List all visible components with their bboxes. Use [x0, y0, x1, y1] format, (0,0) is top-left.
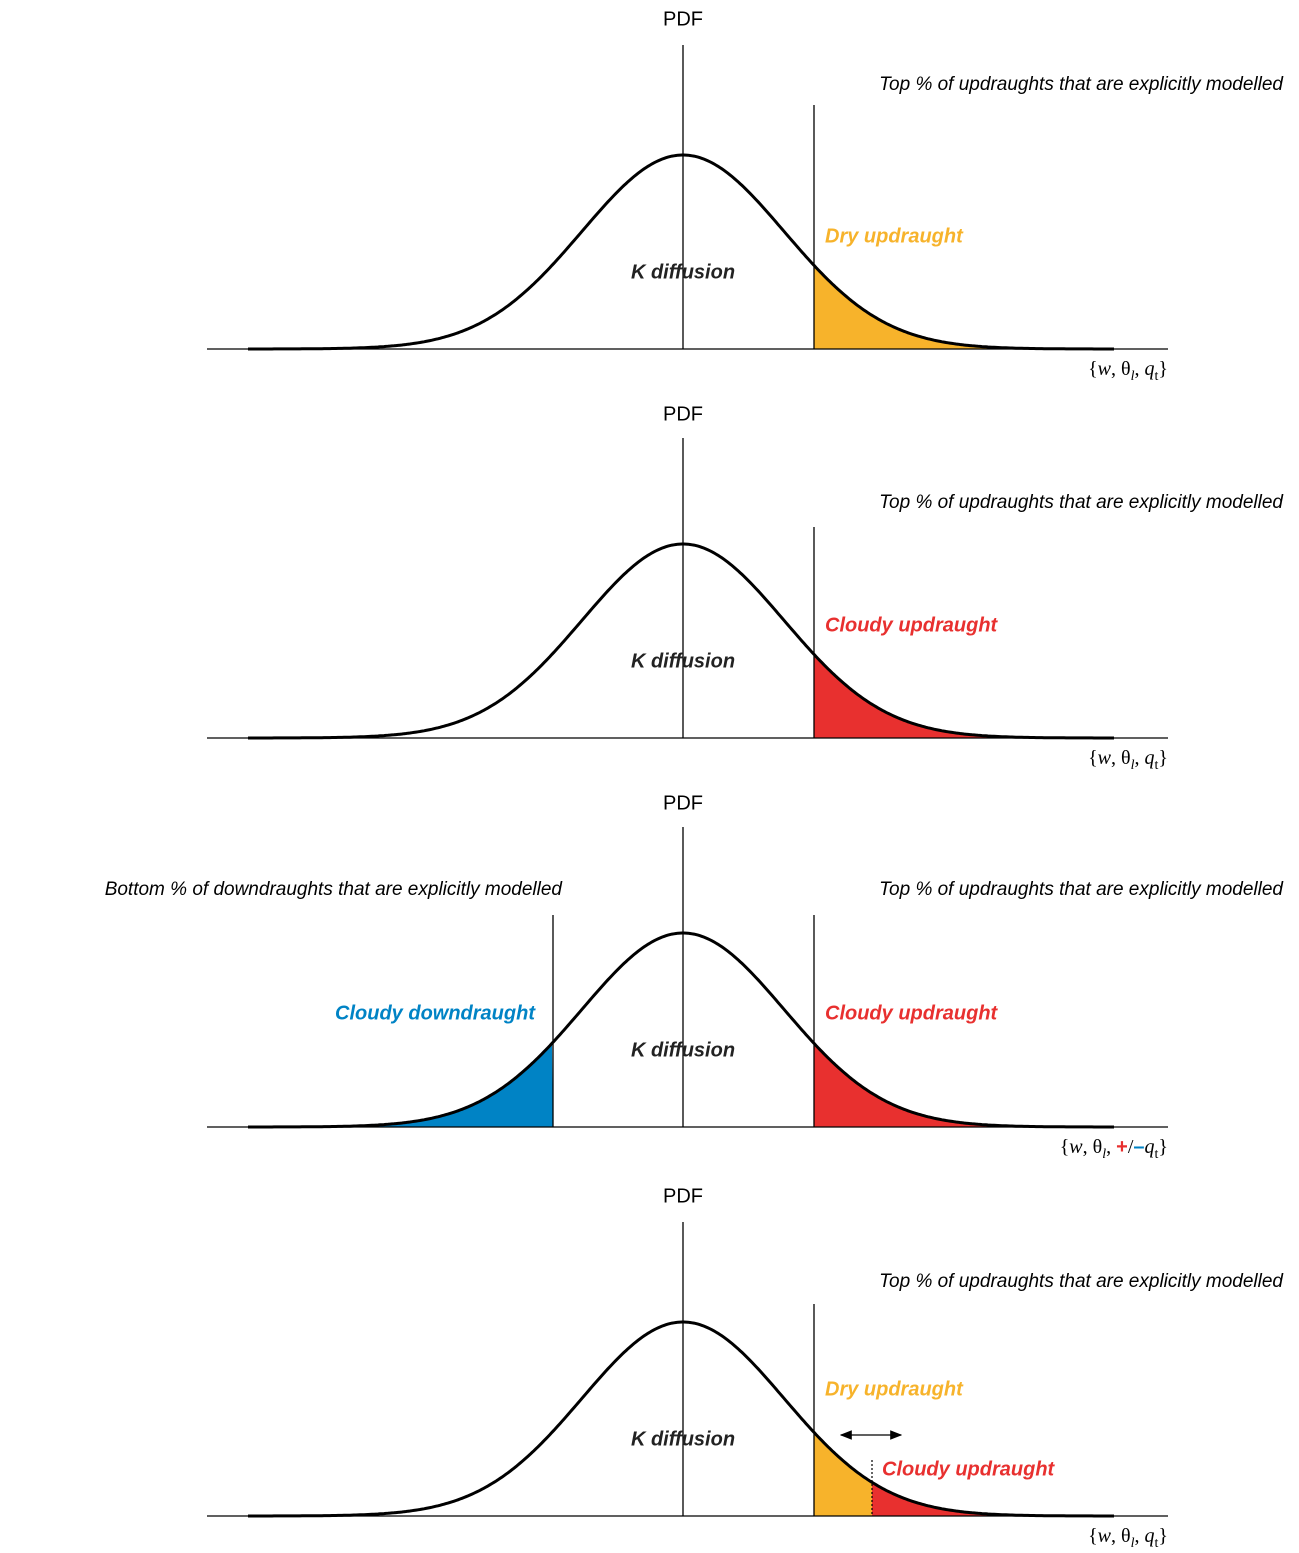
x-label-part: , θ [1111, 358, 1131, 380]
x-label-part: , [1135, 358, 1145, 380]
x-label: {w, θl, +/–qt} [1060, 1136, 1168, 1162]
panel: PDF Bottom % of downdraughts that are exp… [105, 792, 1285, 1162]
region-fill [814, 654, 1115, 738]
x-label-part: w [1069, 1136, 1083, 1158]
annotation: Bottom % of downdraughts that are explic… [105, 879, 564, 900]
x-label-part: { [1088, 747, 1098, 769]
pdf-curve [248, 931, 1114, 1129]
x-label-part: q [1145, 358, 1155, 380]
x-label-part: , θ [1111, 747, 1131, 769]
x-label-part: l [1102, 1147, 1106, 1162]
panel: PDF Top % of updraughts that are explicit… [207, 8, 1284, 384]
y-label: PDF [663, 1185, 703, 1207]
pdf-curve [248, 153, 1114, 351]
annotation: Top % of updraughts that are explicitly … [879, 492, 1284, 513]
x-label-part: , θ [1083, 1136, 1103, 1158]
x-label: {w, θl, qt} [1088, 1525, 1168, 1551]
annotation: Top % of updraughts that are explicitly … [879, 74, 1284, 95]
region-label: Cloudy updraught [882, 1458, 1056, 1480]
x-label-part: q [1145, 1525, 1155, 1547]
region-fill [814, 1043, 1115, 1127]
x-label-part: , [1106, 1136, 1116, 1158]
region-label: Dry updraught [825, 225, 964, 247]
center-label: K diffusion [631, 1428, 735, 1450]
region-label: Dry updraught [825, 1378, 964, 1400]
x-label-part: l [1131, 369, 1135, 384]
x-label-part: t [1155, 1147, 1159, 1162]
region-label: Cloudy updraught [825, 614, 999, 636]
x-label-part: } [1158, 358, 1168, 380]
x-label-part: l [1131, 1536, 1135, 1551]
panel: PDF Top % of updraughts that are explicit… [207, 403, 1284, 773]
x-label-part: w [1098, 747, 1112, 769]
x-label-part: q [1145, 1136, 1155, 1158]
x-label-part: w [1098, 1525, 1112, 1547]
x-label-part: / [1128, 1136, 1134, 1158]
x-label-part: l [1131, 758, 1135, 773]
center-label: K diffusion [631, 650, 735, 672]
annotation: Top % of updraughts that are explicitly … [879, 879, 1284, 900]
x-label-part: } [1158, 1136, 1168, 1158]
x-label-part: } [1158, 1525, 1168, 1547]
x-label-part: t [1155, 369, 1159, 384]
x-label-part: { [1088, 1525, 1098, 1547]
panel: PDF Top % of updraughts that are explicit… [207, 1185, 1284, 1551]
region-label: Cloudy downdraught [335, 1002, 536, 1024]
region-fill [248, 1043, 553, 1127]
pdf-curve [248, 542, 1114, 740]
x-label-part: } [1158, 747, 1168, 769]
y-label: PDF [663, 8, 703, 30]
x-label: {w, θl, qt} [1088, 747, 1168, 773]
x-label-part: q [1145, 747, 1155, 769]
x-label-part: w [1098, 358, 1112, 380]
annotation: Top % of updraughts that are explicitly … [879, 1271, 1284, 1292]
y-label: PDF [663, 403, 703, 425]
x-label-part: , [1135, 747, 1145, 769]
region-fill [814, 265, 1115, 349]
x-label-part: t [1155, 758, 1159, 773]
region-fill [814, 1432, 872, 1516]
center-label: K diffusion [631, 261, 735, 283]
x-label-part: , θ [1111, 1525, 1131, 1547]
x-label-part: + [1116, 1136, 1128, 1158]
x-label-part: { [1060, 1136, 1070, 1158]
x-label: {w, θl, qt} [1088, 358, 1168, 384]
x-label-part: { [1088, 358, 1098, 380]
y-label: PDF [663, 792, 703, 814]
pdf-curve [248, 1320, 1114, 1518]
x-label-part: – [1133, 1136, 1144, 1158]
x-label-part: t [1155, 1536, 1159, 1551]
center-label: K diffusion [631, 1039, 735, 1061]
region-label: Cloudy updraught [825, 1002, 999, 1024]
x-label-part: , [1135, 1525, 1145, 1547]
